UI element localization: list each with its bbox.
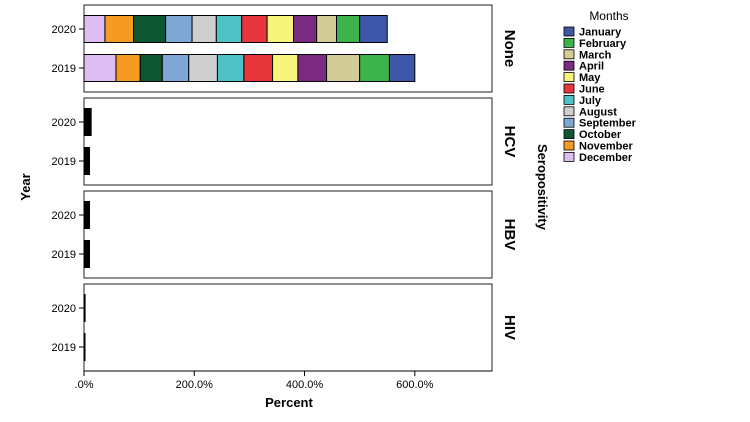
- facet-title: Seropositivity: [535, 144, 550, 231]
- bar-segment-january: [388, 54, 416, 82]
- panel-frame: [83, 97, 493, 186]
- x-axis: .0% 200.0% 400.0% 600.0%: [75, 370, 492, 391]
- legend: Months JanuaryFebruaryMarchAprilMayJuneJ…: [563, 9, 637, 164]
- legend-label-october: October: [579, 129, 622, 141]
- bar-segment-october: [139, 54, 163, 82]
- chart-panels: None 2020 2019 HCV 2020 2019 HBV 2020 2019 HIV 202…: [52, 4, 518, 372]
- legend-label-december: December: [579, 152, 633, 164]
- legend-swatch-july: [563, 95, 575, 105]
- bar-segment-october: [83, 294, 86, 322]
- panel-frame: [83, 190, 493, 279]
- legend-label-september: September: [579, 118, 637, 130]
- bar-segment-november: [104, 15, 135, 43]
- legend-label-january: January: [579, 27, 622, 39]
- y-tick-label: 2020: [52, 210, 76, 222]
- bar-segment-august: [191, 15, 217, 43]
- bar-segment-july: [216, 54, 245, 82]
- legend-swatch-may: [563, 72, 575, 82]
- panel-hcv: HCV 2020 2019: [52, 97, 518, 186]
- bar-segment-october: [83, 147, 91, 175]
- legend-label-july: July: [579, 95, 602, 107]
- bar-segment-december: [83, 54, 117, 82]
- y-tick-label: 2019: [52, 156, 76, 168]
- legend-swatch-april: [563, 60, 575, 71]
- legend-swatch-december: [563, 151, 575, 162]
- legend-label-november: November: [579, 141, 634, 153]
- bar-segment-november: [115, 54, 141, 82]
- bar-segment-february: [359, 54, 390, 82]
- bar-segment-march: [316, 15, 338, 43]
- legend-label-august: August: [579, 106, 617, 118]
- bar-segment-april: [293, 15, 318, 43]
- legend-swatch-november: [563, 140, 575, 151]
- y-tick-label: 2020: [52, 117, 76, 129]
- panel-label: HBV: [501, 219, 518, 251]
- bar-segment-october: [83, 240, 91, 268]
- legend-swatch-january: [563, 26, 575, 37]
- bar-segment-july: [215, 15, 243, 43]
- panel-label: HCV: [501, 126, 518, 158]
- panel-label: None: [501, 30, 518, 68]
- bar-segment-september: [161, 54, 190, 82]
- legend-swatch-june: [563, 83, 575, 94]
- legend-swatch-august: [563, 106, 575, 117]
- bar-segment-october: [83, 201, 91, 229]
- legend-label-march: March: [579, 49, 612, 61]
- legend-label-february: February: [579, 38, 627, 50]
- x-tick-label: .0%: [75, 379, 94, 391]
- x-tick-label: 600.0%: [396, 379, 434, 391]
- bar-segment-august: [188, 54, 218, 82]
- x-axis-title: Percent: [265, 395, 313, 410]
- legend-swatch-february: [563, 38, 575, 48]
- bar-segment-september: [165, 15, 193, 43]
- y-tick-label: 2019: [52, 63, 76, 75]
- legend-swatch-october: [563, 129, 575, 140]
- legend-label-april: April: [579, 61, 604, 73]
- bar-segment-october: [83, 333, 86, 361]
- legend-label-june: June: [579, 84, 605, 96]
- bar-segment-october: [133, 15, 167, 43]
- y-tick-label: 2020: [52, 303, 76, 315]
- panel-none: None 2020 2019: [52, 4, 518, 93]
- legend-label-may: May: [579, 72, 601, 84]
- legend-swatch-september: [563, 117, 575, 128]
- panel-frame: [83, 283, 493, 372]
- bar-segment-october: [83, 108, 92, 136]
- panel-hbv: HBV 2020 2019: [52, 190, 518, 279]
- bar-segment-june: [243, 54, 274, 82]
- x-tick-label: 400.0%: [286, 379, 324, 391]
- legend-title: Months: [589, 9, 628, 23]
- x-tick-label: 200.0%: [176, 379, 214, 391]
- panel-label: HIV: [501, 315, 518, 340]
- bar-segment-may: [272, 54, 299, 82]
- bar-segment-april: [297, 54, 328, 82]
- panel-hiv: HIV 2020 2019: [52, 283, 518, 372]
- bar-segment-march: [326, 54, 361, 82]
- bar-segment-june: [241, 15, 268, 43]
- bar-segment-may: [266, 15, 295, 43]
- legend-swatch-march: [563, 49, 575, 60]
- y-tick-label: 2019: [52, 249, 76, 261]
- bar-segment-january: [359, 15, 388, 43]
- bar-segment-december: [83, 15, 106, 43]
- y-tick-label: 2019: [52, 342, 76, 354]
- y-axis-title: Year: [18, 173, 33, 200]
- bar-segment-february: [336, 15, 361, 43]
- y-tick-label: 2020: [52, 24, 76, 36]
